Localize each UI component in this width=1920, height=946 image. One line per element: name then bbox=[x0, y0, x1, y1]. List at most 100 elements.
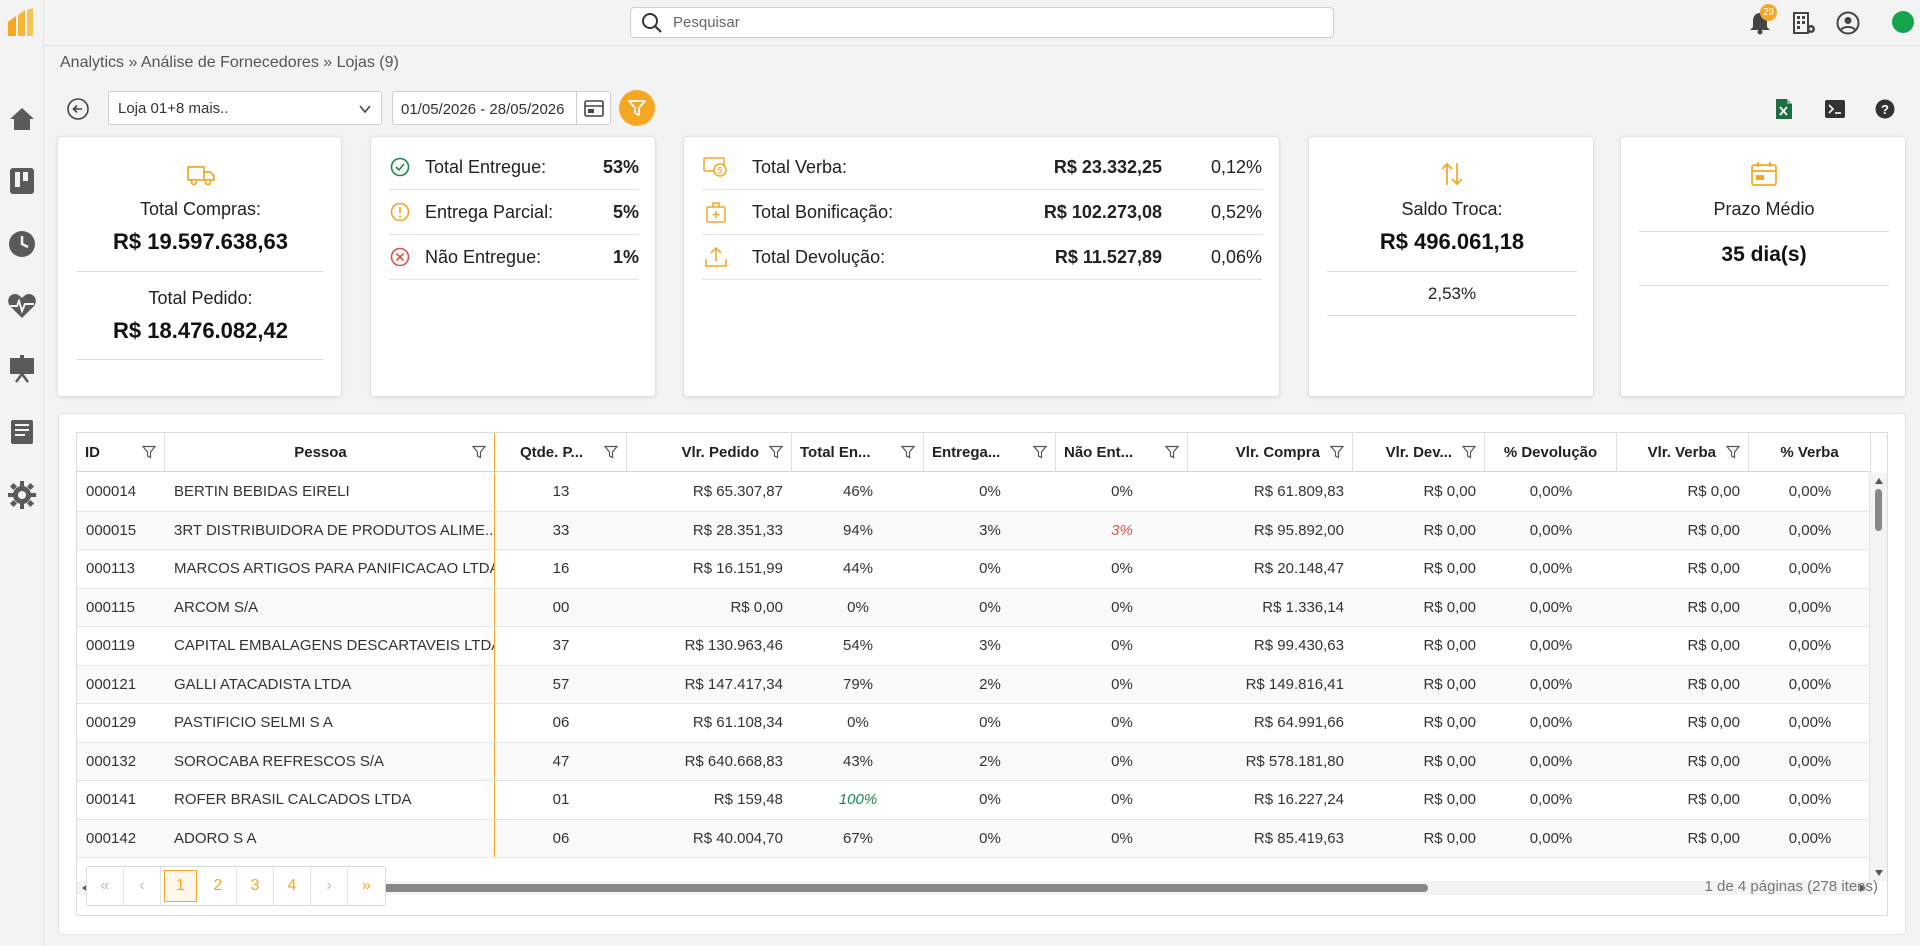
next-page-button[interactable]: › bbox=[311, 867, 348, 905]
cell-total-entregue: 67% bbox=[842, 829, 874, 847]
horizontal-scrollbar[interactable] bbox=[77, 881, 1871, 895]
gear-icon[interactable] bbox=[6, 479, 38, 511]
store-select[interactable]: Loja 01+8 mais.. bbox=[108, 91, 382, 125]
kanban-icon[interactable] bbox=[6, 165, 38, 197]
table-row[interactable]: 000014 BERTIN BEBIDAS EIRELI 13 R$ 65.307,8… bbox=[77, 473, 1871, 512]
column-filter-icon[interactable] bbox=[1330, 445, 1344, 459]
help-button[interactable]: ? bbox=[1872, 96, 1898, 122]
column-filter-icon[interactable] bbox=[472, 445, 486, 459]
search-input[interactable] bbox=[673, 14, 1273, 31]
apply-filter-button[interactable] bbox=[619, 90, 655, 126]
column-filter-icon[interactable] bbox=[769, 445, 783, 459]
scroll-up-icon[interactable] bbox=[1874, 477, 1884, 485]
search-box[interactable] bbox=[630, 7, 1334, 38]
table-row[interactable]: 000129 PASTIFICIO SELMI S A 06 R$ 61.108,34… bbox=[77, 704, 1871, 743]
column-filter-icon[interactable] bbox=[1033, 445, 1047, 459]
page-4-button[interactable]: 4 bbox=[274, 867, 311, 905]
cell-pct-devolucao: 0,00% bbox=[1529, 637, 1573, 655]
table-row[interactable]: 000141 ROFER BRASIL CALCADOS LTDA 01 R$ 159… bbox=[77, 781, 1871, 820]
column-header-label: Não Ent... bbox=[1064, 444, 1134, 461]
svg-text:?: ? bbox=[1881, 102, 1889, 117]
page-3-button[interactable]: 3 bbox=[237, 867, 274, 905]
cell-nao-entregue: 0% bbox=[1111, 598, 1133, 616]
date-range-picker[interactable]: 01/05/2026 - 28/05/2026 bbox=[392, 91, 611, 125]
table-row[interactable]: 000113 MARCOS ARTIGOS PARA PANIFICACAO LT… bbox=[77, 550, 1871, 589]
table-row[interactable]: 000119 CAPITAL EMBALAGENS DESCARTAVEIS LT… bbox=[77, 627, 1871, 666]
column-header-vlr-verba[interactable]: Vlr. Verba bbox=[1617, 433, 1749, 472]
cell-pct-verba: 0,00% bbox=[1788, 598, 1832, 616]
terminal-button[interactable] bbox=[1822, 96, 1848, 122]
column-filter-icon[interactable] bbox=[142, 445, 156, 459]
verba-label: Total Bonificação: bbox=[752, 201, 894, 222]
prev-page-button[interactable]: ‹ bbox=[124, 867, 161, 905]
cell-pessoa: SOROCABA REFRESCOS S/A bbox=[165, 742, 495, 780]
column-header-id[interactable]: ID bbox=[77, 433, 165, 472]
verba-row: $ Total Verba: R$ 23.332,25 0,12% bbox=[702, 145, 1262, 190]
export-excel-button[interactable] bbox=[1771, 96, 1797, 122]
home-icon[interactable] bbox=[6, 103, 38, 135]
table-row[interactable]: 000015 3RT DISTRIBUIDORA DE PRODUTOS ALIM… bbox=[77, 511, 1871, 550]
column-header-entrega-parcial[interactable]: Entrega... bbox=[924, 433, 1056, 472]
column-header-qtde-pedidos[interactable]: Qtde. P... bbox=[495, 433, 627, 472]
table-row[interactable]: 000115 ARCOM S/A 00 R$ 0,00 0% 0% 0% R$ 1.336,1… bbox=[77, 588, 1871, 627]
cell-vlr-verba: R$ 0,00 bbox=[1687, 560, 1740, 578]
presentation-icon[interactable] bbox=[6, 353, 38, 385]
table-row[interactable]: 000121 GALLI ATACADISTA LTDA 57 R$ 147.417,… bbox=[77, 665, 1871, 704]
swap-arrows-icon bbox=[1441, 162, 1463, 186]
column-filter-icon[interactable] bbox=[901, 445, 915, 459]
column-filter-icon[interactable] bbox=[604, 445, 618, 459]
user-profile-button[interactable] bbox=[1834, 9, 1862, 37]
truck-icon bbox=[187, 166, 215, 186]
cell-vlr-devolucao: R$ 0,00 bbox=[1423, 791, 1476, 809]
cell-vlr-verba: R$ 0,00 bbox=[1687, 598, 1740, 616]
cell-id: 000119 bbox=[86, 637, 135, 655]
calendar-icon[interactable] bbox=[576, 92, 610, 124]
horizontal-scroll-thumb[interactable] bbox=[95, 884, 1428, 892]
cell-total-entregue: 0% bbox=[847, 598, 869, 616]
column-header-pct-verba[interactable]: % Verba bbox=[1749, 433, 1871, 472]
column-header-pessoa[interactable]: Pessoa bbox=[165, 433, 495, 472]
cell-vlr-devolucao: R$ 0,00 bbox=[1423, 483, 1476, 501]
column-filter-icon[interactable] bbox=[1165, 445, 1179, 459]
divider bbox=[1327, 315, 1577, 316]
cell-qtde-pedidos: 13 bbox=[552, 483, 570, 501]
breadcrumb[interactable]: Analytics » Análise de Fornecedores » Lo… bbox=[60, 54, 399, 71]
cell-pct-devolucao: 0,00% bbox=[1529, 560, 1573, 578]
column-header-pct-devolucao[interactable]: % Devolução bbox=[1485, 433, 1617, 472]
back-arrow-icon[interactable] bbox=[66, 97, 90, 121]
page-2-button[interactable]: 2 bbox=[200, 867, 237, 905]
column-header-vlr-devolucao[interactable]: Vlr. Dev... bbox=[1353, 433, 1485, 472]
table-row[interactable]: 000132 SOROCABA REFRESCOS S/A 47 R$ 640.668… bbox=[77, 742, 1871, 781]
column-header-total-entregue[interactable]: Total En... bbox=[792, 433, 924, 472]
cell-total-entregue: 100% bbox=[838, 791, 878, 809]
cell-total-entregue: 44% bbox=[842, 560, 874, 578]
cell-pct-devolucao: 0,00% bbox=[1529, 675, 1573, 693]
cell-total-entregue: 94% bbox=[842, 521, 874, 539]
column-header-nao-entregue[interactable]: Não Ent... bbox=[1056, 433, 1188, 472]
column-header-vlr-compra[interactable]: Vlr. Compra bbox=[1188, 433, 1353, 472]
column-header-label: % Devolução bbox=[1503, 444, 1598, 461]
cell-nao-entregue: 0% bbox=[1111, 714, 1133, 732]
vertical-scrollbar[interactable] bbox=[1869, 473, 1887, 881]
scroll-right-icon[interactable] bbox=[1859, 884, 1867, 892]
book-icon[interactable] bbox=[6, 416, 38, 448]
clock-icon[interactable] bbox=[6, 228, 38, 260]
heartbeat-icon[interactable] bbox=[6, 290, 38, 322]
cell-qtde-pedidos: 57 bbox=[552, 675, 570, 693]
table-row[interactable]: 000142 ADORO S A 06 R$ 40.004,70 67% 0% 0% R$ 8… bbox=[77, 819, 1871, 858]
column-filter-icon[interactable] bbox=[1726, 445, 1740, 459]
app-logo[interactable] bbox=[6, 8, 34, 38]
first-page-button[interactable]: « bbox=[87, 867, 124, 905]
column-header-label: Qtde. P... bbox=[519, 444, 584, 461]
notifications-button[interactable]: 29 bbox=[1746, 4, 1778, 37]
column-filter-icon[interactable] bbox=[1462, 445, 1476, 459]
page-1-button[interactable]: 1 bbox=[164, 870, 197, 902]
vertical-scroll-thumb[interactable] bbox=[1875, 489, 1882, 531]
last-page-button[interactable]: » bbox=[362, 877, 371, 894]
column-header-vlr-pedido[interactable]: Vlr. Pedido bbox=[627, 433, 792, 472]
cell-pessoa: ADORO S A bbox=[165, 819, 495, 857]
scroll-down-icon[interactable] bbox=[1874, 869, 1884, 877]
entrega-row: Total Entregue: 53% bbox=[389, 145, 639, 190]
company-button[interactable] bbox=[1790, 9, 1818, 37]
cell-total-entregue: 0% bbox=[847, 714, 869, 732]
